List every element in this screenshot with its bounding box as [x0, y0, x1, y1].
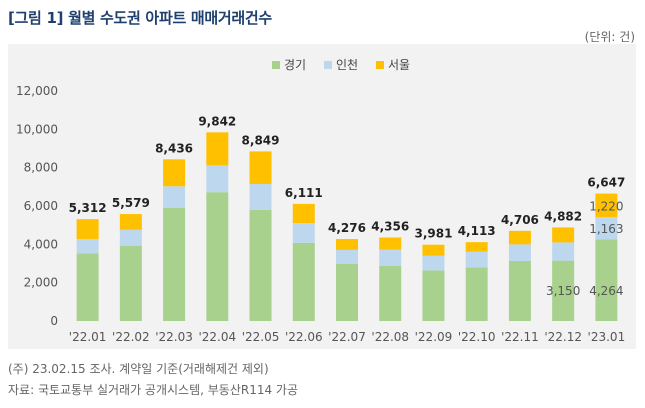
- total-label: 3,981: [414, 227, 452, 241]
- total-label: 9,842: [198, 114, 236, 128]
- bar-incheon: [206, 165, 229, 193]
- bar-gyeonggi: [119, 245, 142, 321]
- total-label: 8,849: [242, 133, 280, 147]
- bar-gyeonggi: [206, 192, 229, 321]
- bar-incheon: [508, 244, 531, 262]
- bar-gyeonggi: [508, 261, 531, 321]
- bar-gyeonggi: [379, 265, 402, 321]
- bar-incheon: [249, 183, 272, 210]
- y-tick-label: 8,000: [24, 161, 58, 175]
- x-tick-label: '23.01: [588, 330, 626, 344]
- bar-seoul: [206, 132, 229, 166]
- total-label: 4,113: [458, 224, 496, 238]
- segment-label-incheon: 1,163: [589, 222, 623, 236]
- segment-label-gyeonggi: 3,150: [546, 284, 580, 298]
- bar-seoul: [76, 219, 99, 239]
- segment-label-gyeonggi: 4,264: [589, 284, 623, 298]
- x-tick-label: '22.08: [371, 330, 409, 344]
- bar-gyeonggi: [249, 209, 272, 321]
- x-tick-label: '22.09: [415, 330, 453, 344]
- bar-incheon: [76, 238, 99, 254]
- bar-gyeonggi: [336, 263, 358, 321]
- bar-gyeonggi: [552, 260, 575, 321]
- bar-seoul: [119, 214, 142, 230]
- y-tick-label: 10,000: [16, 122, 58, 136]
- bar-gyeonggi: [465, 267, 488, 321]
- total-label: 4,276: [328, 221, 366, 235]
- y-tick-label: 4,000: [24, 237, 58, 251]
- legend-swatch-incheon: [324, 61, 332, 69]
- total-label: 8,436: [155, 141, 193, 155]
- bar-seoul: [292, 203, 315, 224]
- y-tick-label: 12,000: [16, 84, 58, 98]
- bar-incheon: [595, 216, 618, 240]
- bar-gyeonggi: [163, 207, 186, 321]
- y-tick-label: 6,000: [24, 199, 58, 213]
- total-label: 6,647: [587, 176, 625, 190]
- total-label: 4,706: [501, 213, 539, 227]
- bar-seoul: [163, 159, 186, 187]
- bar-incheon: [163, 186, 186, 208]
- legend-label-seoul: 서울: [388, 58, 410, 72]
- chart-panel: 경기 인천 서울 0 2,000 4,000 6,000 8,000 10,000 12,000 5…: [8, 44, 636, 349]
- legend-swatch-seoul: [376, 61, 384, 69]
- bar-incheon: [422, 255, 445, 271]
- legend-swatch-gyeonggi: [272, 61, 280, 69]
- total-label: 5,312: [69, 201, 107, 215]
- total-label: 4,356: [371, 220, 409, 234]
- bar-incheon: [465, 251, 488, 268]
- x-tick-label: '22.12: [544, 330, 582, 344]
- bar-seoul: [336, 239, 358, 250]
- unit-label: (단위: 건): [584, 30, 635, 44]
- bar-seoul: [422, 244, 445, 256]
- bar-incheon: [119, 229, 142, 246]
- stacked-bar-chart: 경기 인천 서울 0 2,000 4,000 6,000 8,000 10,000 12,000 5…: [16, 57, 626, 344]
- source-note: 자료: 국토교통부 실거래가 공개시스템, 부동산R114 가공: [8, 383, 299, 397]
- bar-gyeonggi: [422, 270, 445, 321]
- legend-label-incheon: 인천: [336, 57, 358, 72]
- x-tick-label: '22.02: [112, 330, 150, 344]
- bar-seoul: [508, 230, 531, 245]
- total-label: 5,579: [112, 196, 150, 210]
- bar-seoul: [552, 227, 575, 243]
- bar-seoul: [249, 151, 272, 184]
- x-tick-label: '22.06: [285, 330, 323, 344]
- bar-seoul: [465, 242, 488, 252]
- bar-seoul: [379, 237, 402, 250]
- x-tick-label: '22.01: [69, 330, 107, 344]
- x-tick-label: '22.11: [501, 330, 539, 344]
- bar-gyeonggi: [292, 242, 315, 321]
- total-label: 6,111: [285, 186, 323, 200]
- bar-gyeonggi: [595, 239, 618, 321]
- bar-incheon: [379, 249, 402, 266]
- x-tick-label: '22.07: [328, 330, 366, 344]
- x-tick-label: '22.05: [242, 330, 280, 344]
- chart-title: [그림 1] 월별 수도권 아파트 매매거래건수: [8, 9, 272, 27]
- y-tick-label: 2,000: [24, 276, 58, 290]
- segment-label-seoul: 1,220: [589, 199, 623, 213]
- bar-seoul: [595, 193, 618, 217]
- total-label: 4,882: [544, 209, 582, 223]
- bar-incheon: [292, 223, 315, 243]
- bar-gyeonggi: [76, 253, 99, 321]
- bar-incheon: [552, 242, 575, 261]
- x-tick-label: '22.04: [198, 330, 236, 344]
- bar-incheon: [336, 249, 358, 264]
- legend-label-gyeonggi: 경기: [284, 58, 306, 72]
- footnote: (주) 23.02.15 조사. 계약일 기준(거래해제건 제외): [8, 362, 269, 376]
- x-tick-label: '22.03: [155, 330, 193, 344]
- y-tick-label: 0: [50, 314, 58, 328]
- x-tick-label: '22.10: [458, 330, 496, 344]
